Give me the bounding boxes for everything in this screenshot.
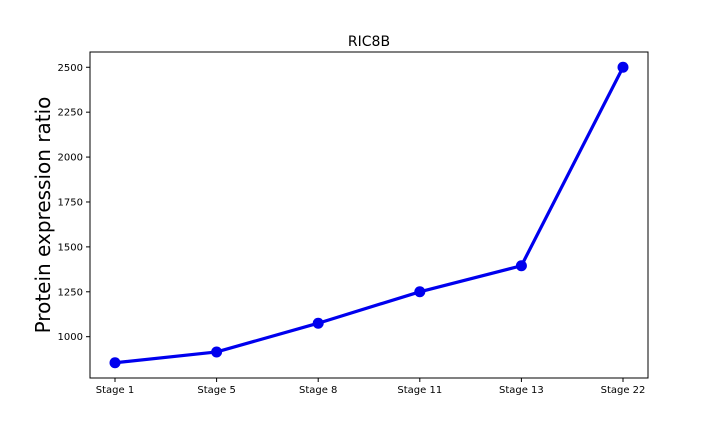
x-axis: Stage 1 Stage 5 Stage 8 Stage 11 Stage 13 Sta…: [96, 378, 646, 396]
series-line: [114, 66, 625, 365]
data-point: [515, 260, 527, 272]
y-tick-label: 2000: [58, 153, 83, 164]
data-point: [109, 357, 121, 369]
data-point: [211, 346, 223, 358]
y-tick-label: 1000: [58, 332, 83, 343]
x-tick-label: Stage 22: [601, 385, 646, 396]
x-tick-label: Stage 11: [397, 385, 442, 396]
chart-title: RIC8B: [348, 34, 390, 50]
data-point: [617, 61, 629, 73]
y-tick-label: 1500: [58, 242, 83, 253]
plot-area: [89, 51, 649, 379]
x-tick-label: Stage 13: [499, 385, 544, 396]
y-tick-label: 1250: [58, 287, 83, 298]
data-point: [312, 317, 324, 329]
y-tick-label: 1750: [58, 197, 83, 208]
y-tick-label: 2500: [58, 63, 83, 74]
x-tick-label: Stage 8: [299, 385, 337, 396]
x-tick-label: Stage 5: [197, 385, 235, 396]
data-point: [414, 286, 426, 298]
y-axis: 1000 1250 1500 1750 2000 2250 2500: [58, 63, 90, 343]
y-tick-label: 2250: [58, 108, 83, 119]
y-axis-label: Protein expression ratio: [31, 97, 55, 334]
series-group: [109, 61, 629, 369]
x-tick-label: Stage 1: [96, 385, 134, 396]
